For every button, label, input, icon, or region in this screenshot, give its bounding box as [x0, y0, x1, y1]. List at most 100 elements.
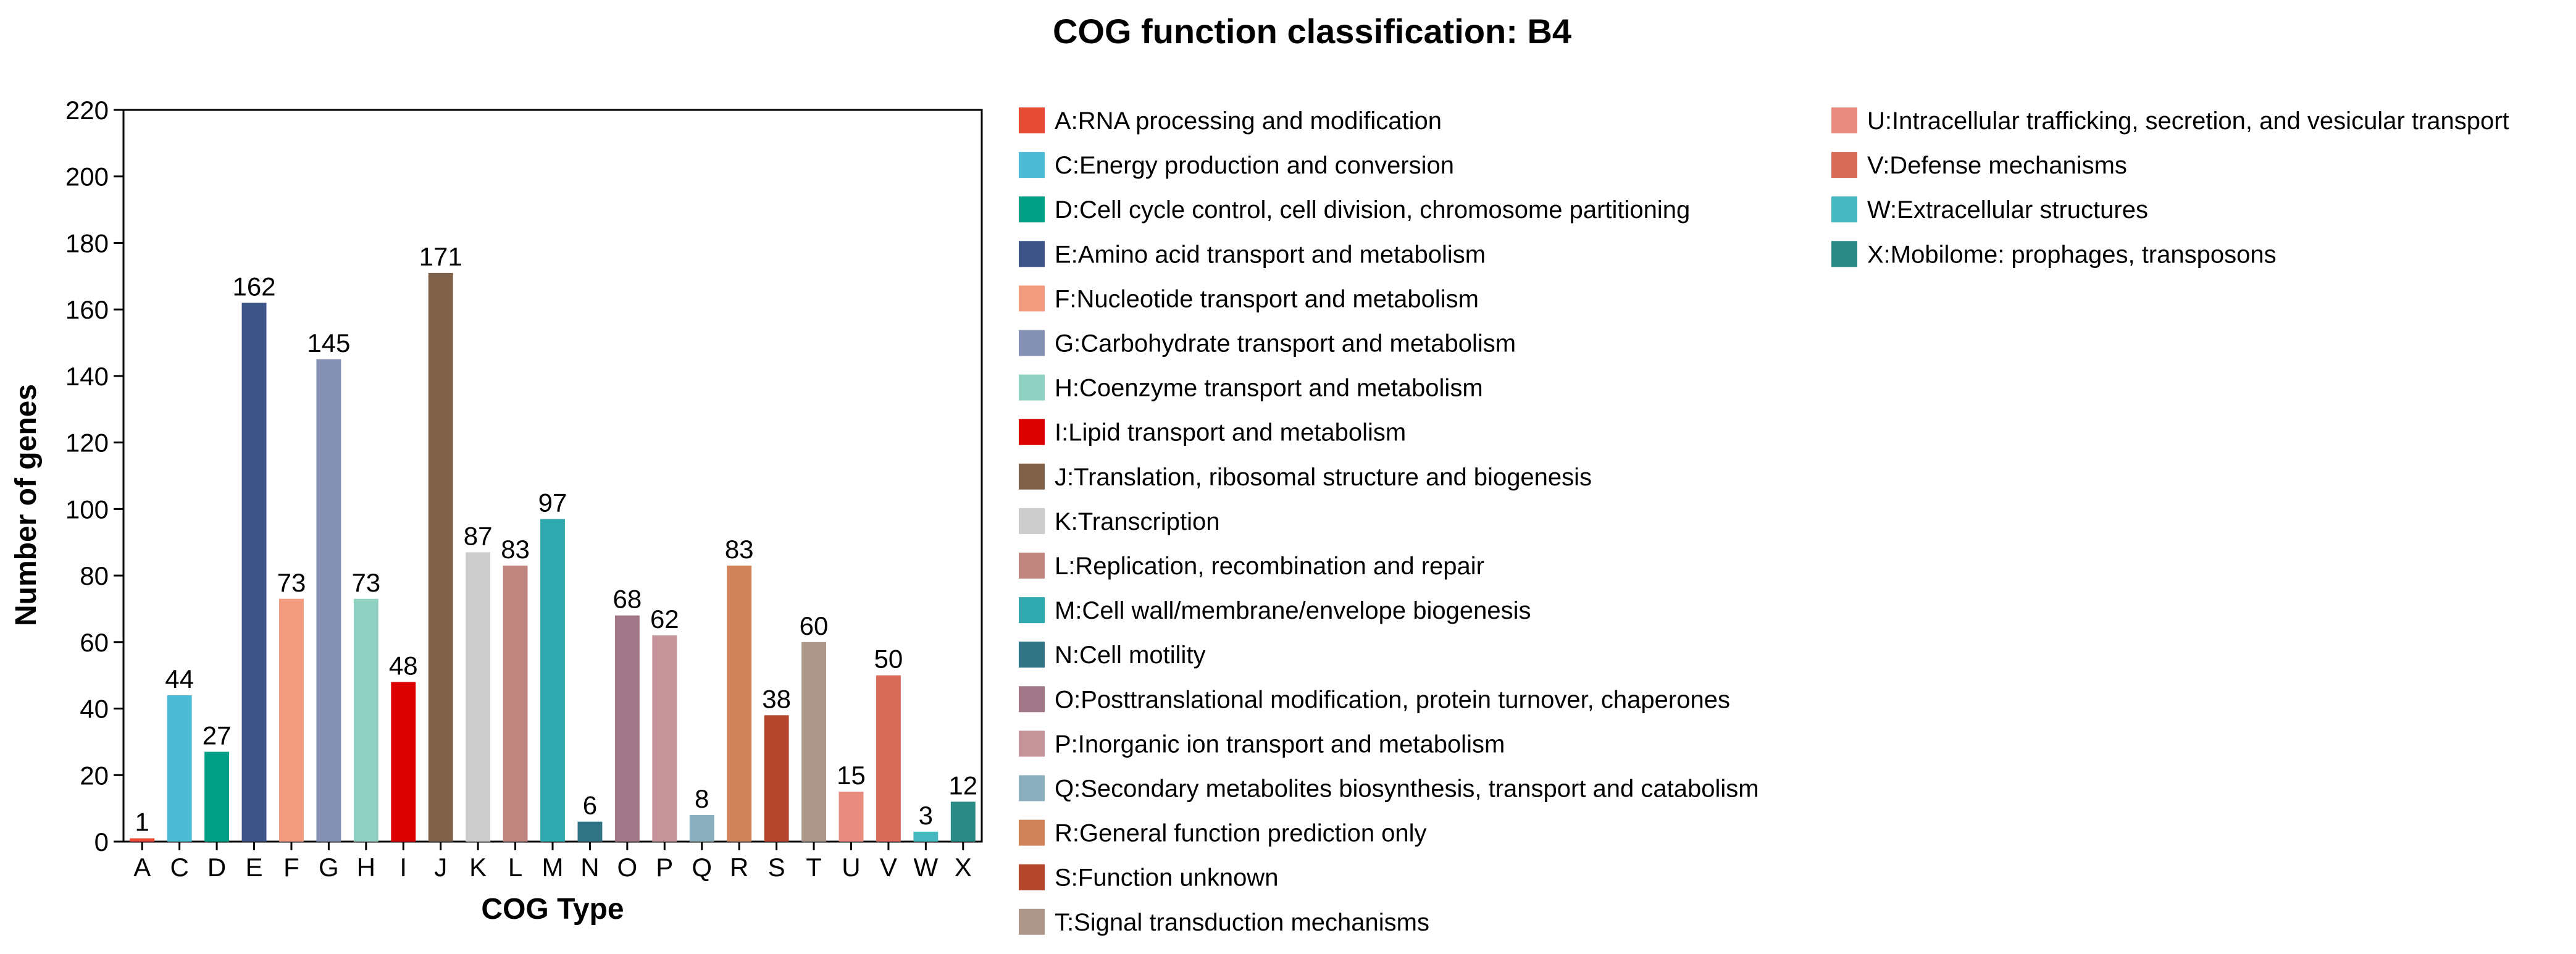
- bar-value-label: 171: [419, 242, 462, 271]
- y-tick-label: 80: [80, 561, 109, 590]
- x-tick-label: L: [508, 853, 522, 882]
- bar-value-label: 62: [650, 605, 679, 634]
- legend-label: K:Transcription: [1055, 508, 1220, 535]
- legend-swatch: [1019, 374, 1045, 401]
- legend-swatch: [1831, 196, 1857, 223]
- bar-value-label: 38: [762, 684, 791, 713]
- legend-swatch: [1019, 463, 1045, 490]
- legend-label: T:Signal transduction mechanisms: [1055, 909, 1429, 936]
- bar-A: [130, 838, 155, 842]
- legend-swatch: [1019, 508, 1045, 534]
- x-tick-label: D: [207, 853, 226, 882]
- bar-value-label: 60: [800, 611, 829, 640]
- legend-label: G:Carbohydrate transport and metabolism: [1055, 330, 1516, 358]
- legend-label: V:Defense mechanisms: [1867, 152, 2127, 179]
- y-tick-label: 220: [65, 96, 109, 125]
- legend-item: V:Defense mechanisms: [1831, 152, 2127, 179]
- legend-label: U:Intracellular trafficking, secretion, …: [1867, 107, 2509, 135]
- x-tick-label: A: [133, 853, 151, 882]
- bar-R: [727, 565, 752, 842]
- y-tick-label: 140: [65, 362, 109, 391]
- bar-value-label: 162: [232, 272, 275, 301]
- chart-title: COG function classification: B4: [1053, 12, 1571, 51]
- bar-U: [838, 792, 864, 842]
- x-tick-label: J: [434, 853, 447, 882]
- legend-item: I:Lipid transport and metabolism: [1019, 419, 1406, 446]
- y-axis-ticks: 0 20 40 60 80 100 120 140 160 180 200 220: [65, 96, 123, 856]
- legend-label: R:General function prediction only: [1055, 820, 1427, 847]
- legend-item: G:Carbohydrate transport and metabolism: [1019, 330, 1516, 358]
- bar-P: [652, 635, 677, 842]
- legend-label: M:Cell wall/membrane/envelope biogenesis: [1055, 597, 1531, 624]
- legend-item: U:Intracellular trafficking, secretion, …: [1831, 107, 2509, 135]
- y-tick-label: 20: [80, 761, 109, 790]
- bar-Q: [689, 814, 714, 842]
- bar-value-label: 73: [277, 568, 306, 597]
- bar-N: [577, 821, 603, 842]
- legend-item: L:Replication, recombination and repair: [1019, 553, 1484, 580]
- x-tick-label: Q: [692, 853, 712, 882]
- legend: A:RNA processing and modification C:Energ…: [1019, 107, 2509, 936]
- legend-label: J:Translation, ribosomal structure and b…: [1055, 464, 1592, 491]
- legend-label: L:Replication, recombination and repair: [1055, 553, 1484, 580]
- bar-G: [316, 359, 341, 842]
- legend-item: A:RNA processing and modification: [1019, 107, 1442, 135]
- legend-swatch: [1831, 241, 1857, 267]
- bar-value-label: 48: [389, 651, 418, 680]
- legend-swatch: [1831, 152, 1857, 178]
- bar-value-label: 12: [948, 771, 977, 800]
- y-tick-label: 200: [65, 162, 109, 191]
- legend-label: O:Posttranslational modification, protei…: [1055, 686, 1730, 713]
- legend-item: C:Energy production and conversion: [1019, 152, 1454, 179]
- legend-label: D:Cell cycle control, cell division, chr…: [1055, 196, 1690, 224]
- bar-S: [764, 715, 789, 842]
- legend-swatch: [1019, 686, 1045, 713]
- x-tick-label: G: [319, 853, 339, 882]
- bar-V: [876, 675, 901, 842]
- bars: 1 44 27 162 73 145 73 48 171 87 83 97 6 68 62 8 83 38 60 15…: [130, 242, 977, 842]
- bar-value-label: 83: [501, 535, 530, 564]
- bar-value-label: 50: [874, 645, 903, 674]
- x-tick-label: I: [399, 853, 407, 882]
- legend-swatch: [1019, 642, 1045, 668]
- x-tick-label: U: [842, 853, 860, 882]
- legend-label: F:Nucleotide transport and metabolism: [1055, 285, 1479, 312]
- bar-value-label: 87: [464, 521, 493, 550]
- legend-swatch: [1019, 597, 1045, 624]
- bar-X: [950, 801, 976, 842]
- bar-value-label: 15: [837, 761, 866, 790]
- legend-item: J:Translation, ribosomal structure and b…: [1019, 463, 1592, 491]
- x-tick-label: K: [469, 853, 487, 882]
- legend-label: P:Inorganic ion transport and metabolism: [1055, 730, 1505, 758]
- bar-L: [503, 565, 528, 842]
- y-tick-label: 100: [65, 495, 109, 524]
- bar-value-label: 73: [351, 568, 380, 597]
- bar-value-label: 6: [583, 791, 597, 820]
- legend-item: P:Inorganic ion transport and metabolism: [1019, 730, 1505, 758]
- x-tick-label: T: [806, 853, 822, 882]
- bar-J: [428, 272, 453, 842]
- legend-swatch: [1019, 330, 1045, 356]
- x-tick-label: X: [955, 853, 972, 882]
- x-tick-label: E: [246, 853, 263, 882]
- legend-item: K:Transcription: [1019, 508, 1220, 535]
- x-tick-label: S: [768, 853, 785, 882]
- x-tick-label: H: [357, 853, 375, 882]
- bar-value-label: 1: [135, 808, 149, 837]
- legend-swatch: [1019, 864, 1045, 890]
- bar-H: [353, 598, 378, 842]
- legend-label: S:Function unknown: [1055, 864, 1278, 892]
- y-tick-label: 180: [65, 228, 109, 257]
- legend-label: A:RNA processing and modification: [1055, 107, 1442, 135]
- bar-W: [913, 831, 939, 842]
- x-tick-label: M: [542, 853, 564, 882]
- x-tick-label: V: [880, 853, 897, 882]
- bar-M: [540, 519, 565, 842]
- legend-label: Q:Secondary metabolites biosynthesis, tr…: [1055, 776, 1759, 803]
- bar-F: [279, 598, 304, 842]
- bar-value-label: 44: [165, 664, 194, 693]
- bar-I: [391, 682, 416, 842]
- legend-label: X:Mobilome: prophages, transposons: [1867, 241, 2277, 268]
- legend-swatch: [1019, 196, 1045, 223]
- bar-C: [167, 695, 192, 842]
